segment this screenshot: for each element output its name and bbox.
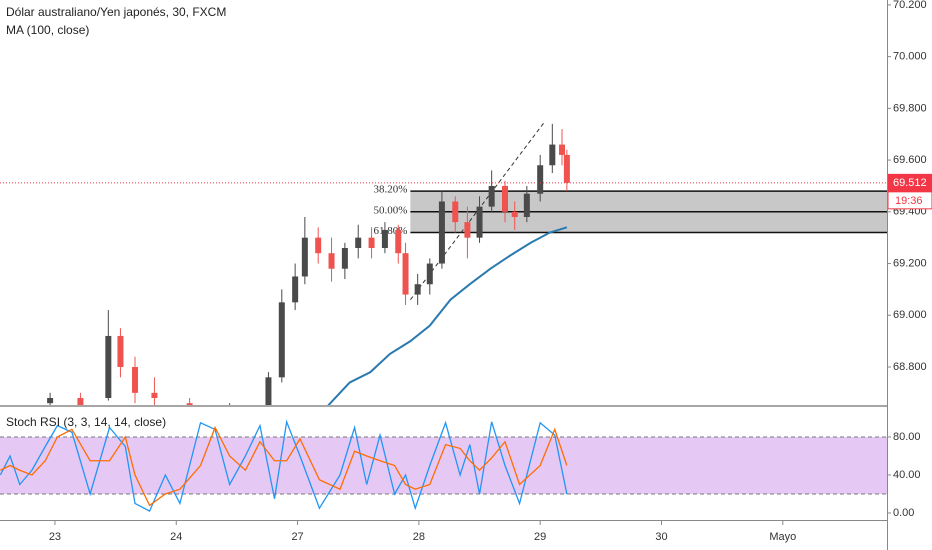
fib-label: 50.00% (373, 204, 407, 216)
x-tick-label: Mayo (769, 531, 796, 543)
y-tick-label: 40.00 (893, 469, 921, 481)
candle-body (414, 284, 421, 295)
countdown-label: 19:36 (895, 195, 923, 207)
trend-line (409, 120, 546, 301)
candle-body (186, 403, 193, 405)
stoch-line (0, 419, 568, 512)
x-tick-label: 23 (49, 531, 61, 543)
x-tick-label: 24 (170, 531, 182, 543)
candle-body (523, 193, 530, 217)
candle-body (502, 185, 509, 212)
price-pane: 38.20% 50.00% 61.80% (0, 120, 887, 405)
overlay: 68.80069.00069.20069.40069.60069.80070.0… (49, 0, 932, 543)
candle-body (151, 392, 158, 399)
candle-body (452, 201, 459, 223)
candle-body (368, 237, 375, 249)
candle-body (395, 229, 402, 254)
x-tick-label: 28 (413, 531, 425, 543)
y-tick-label: 70.000 (893, 51, 927, 63)
candle-body (105, 335, 112, 399)
y-tick-label: 68.800 (893, 361, 927, 373)
stoch-line (0, 425, 568, 507)
candle-body (77, 398, 84, 405)
candle-body (559, 144, 566, 155)
candle-body (511, 211, 518, 217)
candle-body (464, 222, 471, 238)
candle-body (265, 377, 272, 405)
candle-body (476, 206, 483, 238)
candle-body (402, 253, 409, 295)
candle-body (438, 201, 445, 264)
x-tick-label: 30 (655, 531, 667, 543)
candle-body (355, 237, 362, 249)
candle-body (328, 253, 335, 269)
last-price-label: 69.512 (893, 177, 927, 189)
y-tick-label: 0.00 (893, 507, 914, 519)
candle-body (292, 276, 299, 303)
fib-label: 61.80% (373, 225, 407, 237)
x-tick-label: 27 (291, 531, 303, 543)
y-tick-label: 70.200 (893, 0, 927, 11)
candle-body (341, 248, 348, 269)
stoch-pane (0, 419, 887, 512)
y-tick-label: 69.800 (893, 102, 927, 114)
fib-label: 38.20% (373, 184, 407, 196)
candle-body (563, 154, 570, 183)
candle-body (301, 237, 308, 277)
candle-body (537, 165, 544, 194)
last-price-tag (888, 173, 932, 192)
candle-body (132, 366, 139, 393)
candle-body (278, 302, 285, 378)
y-tick-label: 69.200 (893, 257, 927, 269)
candle-body (117, 335, 124, 367)
stoch-title: Stoch RSI (3, 3, 14, 14, close) (6, 415, 166, 429)
candle-body (549, 144, 556, 166)
y-tick-label: 80.00 (893, 431, 921, 443)
candle-body (426, 263, 433, 285)
candle-body (315, 237, 322, 254)
chart-title: Dólar australiano/Yen japonés, 30, FXCM (6, 5, 226, 19)
y-tick-label: 69.600 (893, 154, 927, 166)
moving-average (327, 226, 568, 405)
candle-body (381, 229, 388, 249)
indicator-title: MA (100, close) (6, 23, 89, 37)
x-tick-label: 29 (534, 531, 546, 543)
candle-body (488, 185, 495, 207)
band-fill (0, 437, 887, 494)
candle-body (47, 398, 54, 404)
y-tick-label: 69.000 (893, 309, 927, 321)
